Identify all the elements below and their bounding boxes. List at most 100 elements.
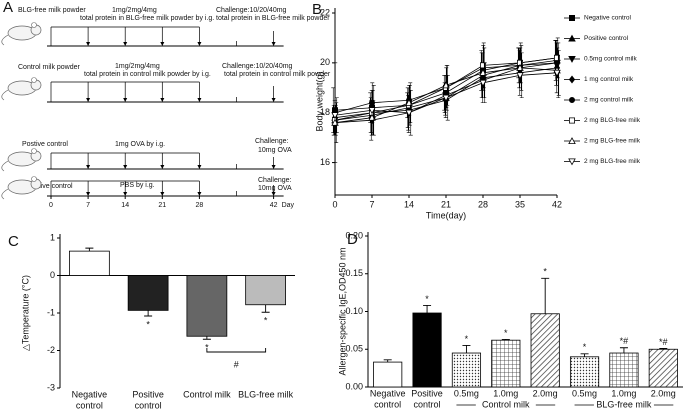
mouse-icon: [31, 148, 37, 154]
dose-note: total protein in BLG-free milk powder by…: [80, 15, 214, 22]
challenge-note: 10mg OVA: [258, 185, 292, 192]
y-tick-label: 22: [320, 7, 330, 17]
challenge-note: total protein in BLG-free milk powder: [216, 15, 330, 22]
x-tick-label: 14: [404, 199, 414, 209]
dose-label: 1mg OVA by i.g.: [115, 141, 165, 148]
x-tick-label: 1.0mg: [611, 388, 636, 398]
bar: [491, 339, 521, 388]
point: [442, 94, 450, 102]
bar: [186, 275, 228, 337]
x-tick-label: Positive: [411, 388, 443, 398]
error-bar: [85, 247, 94, 252]
day-label: 21: [158, 202, 166, 209]
dose-label: 1mg/2mg/4mg: [112, 7, 157, 14]
y-tick-label: -3: [47, 382, 55, 392]
mouse-icon: [1, 160, 9, 172]
bar: [373, 361, 403, 388]
bar: [245, 275, 286, 306]
bar: [648, 348, 678, 388]
group-label: Postive control: [22, 141, 68, 148]
point: [405, 109, 413, 117]
y-axis-title: Allergen-specific IgE,OD450 nm: [337, 247, 347, 375]
x-tick-label: 1.0mg: [493, 388, 518, 398]
group-label: BLG-free milk: [596, 399, 652, 409]
legend-label: 0.5mg control milk: [584, 56, 637, 63]
significance-mark: *: [543, 267, 547, 277]
arrow-head: [271, 98, 276, 102]
challenge-label: Challenge:: [255, 138, 289, 145]
day-label: 28: [196, 202, 204, 209]
x-tick-label: 2.0mg: [651, 388, 676, 398]
x-tick-label: 0.5mg: [454, 388, 479, 398]
day-unit: Day: [282, 202, 295, 209]
challenge-label: Challenge:10/20/40mg: [222, 63, 293, 70]
x-tick-label: control: [414, 399, 441, 409]
arrow-head: [123, 192, 128, 196]
bar: [530, 313, 560, 388]
x-tick-label: control: [135, 400, 162, 410]
arrow-head: [86, 192, 91, 196]
day-label: 14: [121, 202, 129, 209]
error-bar: [659, 348, 668, 350]
day-label: 0: [49, 202, 53, 209]
arrow-head: [86, 42, 91, 46]
y-axis-title: △Temperature (°C): [20, 275, 30, 351]
error-bar: [541, 277, 550, 314]
bar: [451, 352, 482, 388]
x-tick-label: Negative: [72, 389, 108, 399]
x-tick-label: 42: [552, 199, 562, 209]
point: [516, 72, 524, 80]
x-tick-label: Control milk: [183, 389, 231, 399]
arrow-head: [160, 98, 165, 102]
significance-mark: *: [504, 328, 508, 338]
bracket-label: #: [234, 359, 239, 369]
panel-label: B: [312, 1, 322, 18]
legend-label: 2 mg control milk: [584, 97, 634, 104]
y-tick-label: 0: [50, 270, 55, 280]
x-tick-label: control: [374, 399, 401, 409]
y-tick-label: 0.20: [345, 230, 363, 240]
arrow-head: [271, 192, 276, 196]
legend-label: Negative control: [584, 15, 632, 22]
x-tick-label: Positive: [132, 389, 164, 399]
arrow-head: [123, 165, 128, 169]
error-bar: [619, 347, 628, 354]
x-axis-title: Time(day): [426, 210, 466, 220]
bar: [569, 356, 600, 388]
error-bar: [144, 310, 153, 317]
arrow-head: [160, 42, 165, 46]
panel-label: D: [347, 231, 358, 248]
mouse-icon: [31, 176, 37, 182]
error-bar: [202, 336, 211, 340]
arrow-head: [271, 42, 276, 46]
y-tick-label: 0.05: [345, 344, 363, 354]
legend-marker: [568, 137, 576, 144]
arrow-head: [160, 192, 165, 196]
arrow-head: [160, 165, 165, 169]
legend-label: 2 mg BLG-free milk: [584, 138, 641, 145]
arrow-head: [86, 98, 91, 102]
error-bar: [580, 353, 589, 357]
bar: [609, 352, 639, 388]
error-bar: [383, 359, 392, 363]
challenge-note: total protein in control milk powder: [224, 71, 331, 78]
significance-mark: *: [583, 342, 587, 352]
y-tick-label: -1: [47, 307, 55, 317]
x-tick-label: Negative: [370, 388, 406, 398]
legend-marker: [569, 97, 576, 104]
dose-label: PBS by i.g.: [120, 182, 155, 189]
legend-label: 1 mg control milk: [584, 76, 634, 83]
arrow-head: [197, 192, 202, 196]
bar: [69, 250, 110, 276]
x-tick-label: 28: [478, 199, 488, 209]
y-tick-label: 0.10: [345, 306, 363, 316]
significance-mark: *: [465, 334, 469, 344]
significance-mark: *: [205, 343, 209, 353]
x-tick-label: control: [76, 400, 103, 410]
challenge-label: Challenge:10/20/40mg: [216, 7, 287, 14]
mouse-icon: [31, 22, 37, 28]
x-tick-label: 2.0mg: [533, 388, 558, 398]
legend-label: 2 mg BLG-free milk: [584, 158, 641, 165]
legend-marker: [568, 34, 576, 42]
challenge-note: 10mg OVA: [258, 147, 292, 154]
